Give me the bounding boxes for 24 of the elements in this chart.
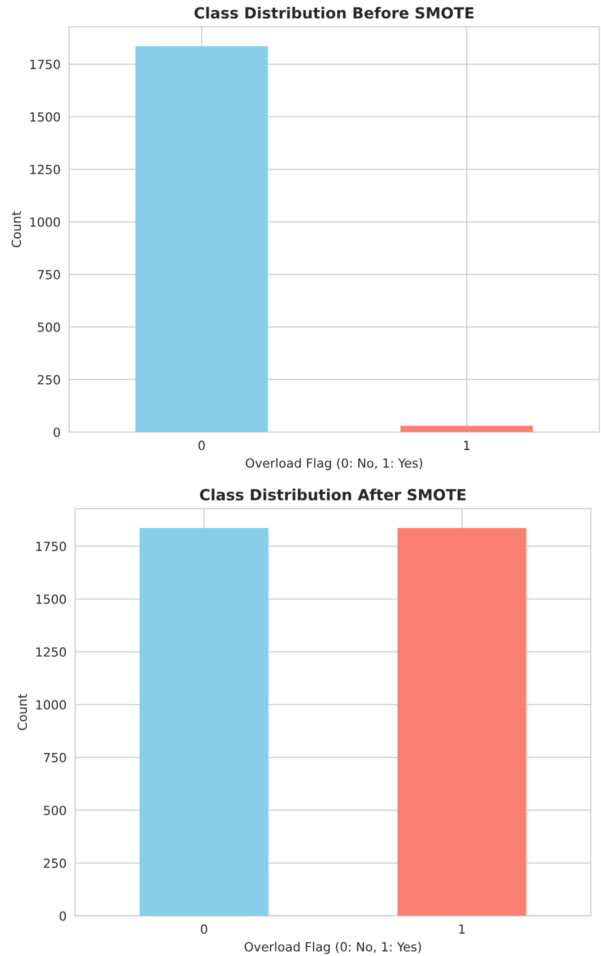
chart-title: Class Distribution After SMOTE: [200, 488, 466, 500]
y-tick-label: 250: [38, 375, 60, 384]
y-tick-label: 1750: [36, 542, 66, 552]
y-tick-label: 750: [44, 752, 66, 762]
y-tick-label: 1000: [30, 217, 60, 227]
x-axis-title: Overload Flag (0: No, 1: Yes): [244, 942, 421, 954]
y-tick-label: 250: [44, 858, 66, 868]
y-tick-label: 1250: [30, 164, 60, 174]
y-tick-label: 0: [60, 911, 66, 921]
y-tick-label: 1250: [36, 647, 66, 657]
x-tick-label: 1: [459, 924, 465, 934]
y-tick-label: 750: [38, 270, 60, 280]
y-tick-label: 500: [44, 806, 66, 816]
y-tick-label: 1500: [30, 112, 60, 122]
y-tick-label: 1750: [30, 60, 60, 70]
y-tick-label: 500: [38, 322, 60, 332]
chart-title: Class Distribution Before SMOTE: [194, 6, 474, 19]
y-tick-label: 1500: [36, 594, 66, 604]
x-tick-label: 1: [464, 440, 470, 450]
y-axis-title: Count: [12, 211, 21, 248]
y-axis-title: Count: [18, 694, 27, 730]
x-axis-title: Overload Flag (0: No, 1: Yes): [246, 458, 422, 470]
y-tick-label: 1000: [36, 700, 66, 710]
y-tick-label: 0: [54, 428, 60, 438]
